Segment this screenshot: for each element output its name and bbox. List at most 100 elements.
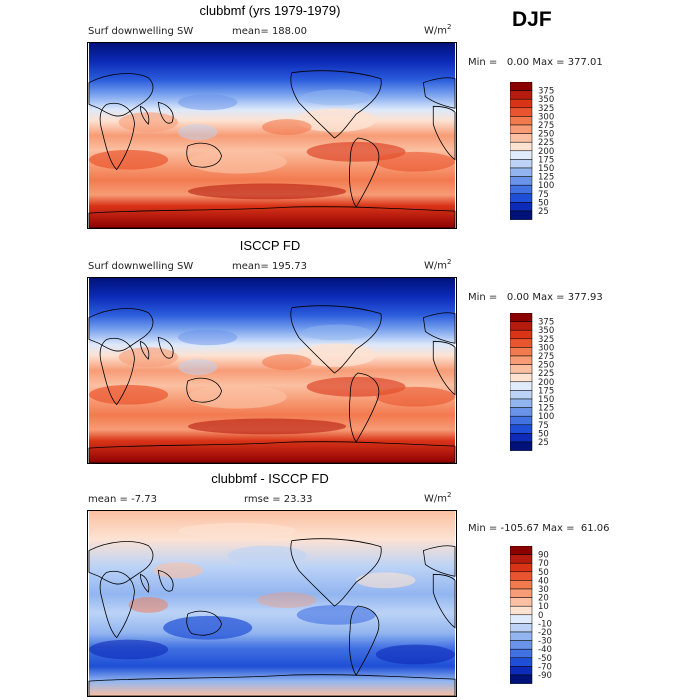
panel3-colorbar-bin: [510, 631, 533, 641]
panel1-colorbar-bin: [510, 202, 533, 212]
coastline: [157, 336, 174, 359]
panel3-colorbar-tick-label: -90: [538, 671, 552, 681]
panel2-colorbar-bin: [510, 381, 533, 391]
panel2-colorbar-bin: [510, 433, 533, 443]
panel2-title: ISCCP FD: [239, 238, 301, 253]
map-contour-blob: [356, 572, 416, 589]
panel3-rmse-value: 23.33: [283, 494, 313, 505]
map-contour-blob: [301, 324, 371, 341]
map-contour-blob: [227, 545, 307, 566]
map-contour-blob: [88, 384, 169, 405]
map-contour-blob: [187, 149, 287, 174]
panel2-colorbar-bin: [510, 390, 533, 400]
map-contour-blob: [187, 418, 347, 435]
panel3-colorbar-bin: [510, 546, 533, 555]
map-contour-blob: [187, 183, 347, 200]
panel2-colorbar: 3753503253002752502252001751501251007550…: [510, 313, 554, 451]
map-contour-blob: [128, 597, 169, 613]
panel1-colorbar-bin: [510, 141, 533, 152]
panel1-units: W/m2: [424, 23, 452, 37]
panel1-colorbar-tick-label: 375: [538, 87, 554, 97]
coastline: [157, 569, 174, 592]
panel1-minmax: Min = 0.00 Max = 377.01: [468, 57, 603, 68]
panel3-colorbar-bin: [510, 571, 533, 581]
panel2-colorbar-tick-label: 350: [538, 326, 554, 336]
panel3-mean-label: mean =: [88, 494, 128, 505]
coastline: [432, 340, 456, 396]
season-label: DJF: [512, 8, 552, 31]
map-contour-blob: [88, 149, 169, 170]
coastline: [422, 312, 456, 344]
panel2-colorbar-tick-label: 300: [538, 343, 554, 353]
coastline: [186, 377, 222, 403]
coastline: [422, 545, 456, 577]
map-contour-blob: [178, 124, 218, 140]
panel1-colorbar-bin: [510, 210, 533, 220]
coastline: [432, 573, 456, 629]
map-contour-blob: [178, 94, 238, 111]
panel1-colorbar-tick-label: 275: [538, 121, 554, 131]
panel2-colorbar-bin: [510, 415, 533, 426]
panel3-colorbar-tick-label: -20: [538, 628, 552, 638]
panel2-colorbar-tick-label: 250: [538, 361, 554, 371]
map-contour-blob: [88, 639, 169, 660]
panel3-colorbar-tick-label: -40: [538, 645, 552, 655]
panel2-colorbar-tick-label: 225: [538, 369, 554, 379]
panel2-colorbar-tick-label: 50: [538, 429, 549, 439]
panel1-colorbar-tick-label: 75: [538, 190, 549, 200]
map-contour-blob: [296, 604, 376, 625]
panel1-colorbar-bin: [510, 159, 533, 169]
panel3-colorbar-bin: [510, 605, 533, 616]
panel3-colorbar-bin: [510, 588, 533, 598]
panel1-colorbar-tick-label: 125: [538, 173, 554, 183]
panel3-colorbar-tick-label: 0: [538, 611, 543, 621]
panel2-mean-label: mean=: [232, 261, 269, 272]
panel3-colorbar-bin: [510, 614, 533, 624]
map-contour-blob: [306, 376, 406, 397]
panel3-colorbar-bin: [510, 648, 533, 659]
panel2-colorbar-tick-label: 25: [538, 438, 549, 448]
coastline: [88, 541, 154, 585]
panel1-colorbar-tick-label: 150: [538, 164, 554, 174]
panel3-colorbar-tick-label: 90: [538, 551, 549, 561]
panel2-colorbar-tick-label: 375: [538, 318, 554, 328]
coastline: [88, 441, 456, 463]
coastline: [140, 105, 150, 125]
panel3-colorbar-tick-label: -70: [538, 662, 552, 672]
panel3-colorbar-tick-label: 20: [538, 594, 549, 604]
panel2-colorbar-tick-label: 150: [538, 395, 554, 405]
panel2-colorbar-tick-label: 325: [538, 335, 554, 345]
panel1-colorbar-bin: [510, 133, 533, 143]
coastline: [88, 674, 456, 696]
panel3-mean-value: -7.73: [131, 494, 157, 505]
panel1-colorbar-bin: [510, 107, 533, 117]
panel3-colorbar-tick-label: 50: [538, 568, 549, 578]
panel1-colorbar-tick-label: 50: [538, 198, 549, 208]
panel2-colorbar-bin: [510, 441, 533, 451]
panel2-colorbar-bin: [510, 321, 533, 331]
panel3-title: clubbmf - ISCCP FD: [211, 471, 329, 486]
panel1-colorbar-tick-label: 350: [538, 95, 554, 105]
map-contour-blob: [375, 386, 456, 407]
coastline: [290, 305, 382, 374]
panel1-colorbar-tick-label: 300: [538, 112, 554, 122]
panel3-rmse-label: rmse =: [244, 494, 281, 505]
panel2-variable: Surf downwelling SW: [88, 261, 194, 272]
panel1-map: [87, 42, 457, 229]
coastline: [290, 538, 382, 607]
panel1-colorbar: 3753503253002752502252001751501251007550…: [510, 82, 554, 220]
map-contour-blob: [262, 119, 312, 136]
panel1-colorbar-bin: [510, 150, 533, 160]
panel1-colorbar-tick-label: 200: [538, 147, 554, 157]
panel3-colorbar-bin: [510, 580, 533, 590]
map-contour-blob: [262, 354, 312, 371]
panel1-mean-value: 188.00: [271, 26, 307, 37]
panel2-colorbar-tick-label: 75: [538, 421, 549, 431]
panel2-colorbar-tick-label: 200: [538, 378, 554, 388]
map-contour-blob: [306, 141, 406, 162]
panel3-colorbar-tick-label: -50: [538, 654, 552, 664]
panel1-mean-label: mean=: [232, 26, 269, 37]
panel1-colorbar-tick-label: 175: [538, 155, 554, 165]
map-contour-blob: [163, 615, 253, 640]
coastline: [290, 70, 382, 139]
